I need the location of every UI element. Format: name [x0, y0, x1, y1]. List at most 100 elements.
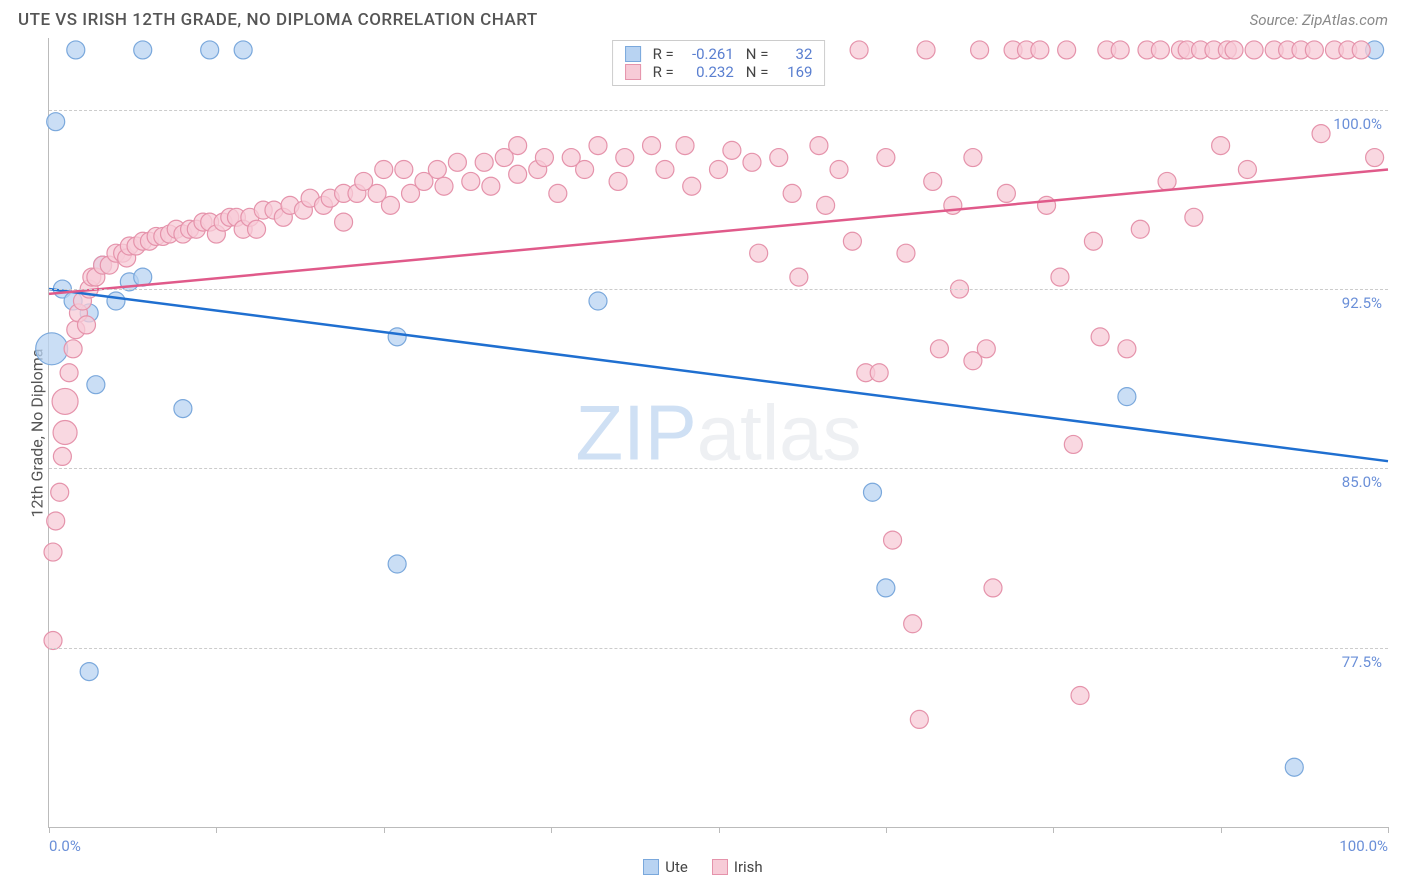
- stat-label-r: R =: [653, 63, 674, 81]
- scatter-point: [77, 316, 95, 334]
- scatter-point: [53, 447, 71, 465]
- bottom-row: Ute Irish: [18, 828, 1388, 878]
- scatter-point: [53, 421, 77, 445]
- header: UTE VS IRISH 12TH GRADE, NO DIPLOMA CORR…: [0, 0, 1406, 38]
- scatter-point: [589, 292, 607, 310]
- scatter-point: [60, 364, 78, 382]
- scatter-point: [448, 153, 466, 171]
- stat-value-r: -0.261: [684, 45, 734, 63]
- scatter-point: [817, 196, 835, 214]
- scatter-point: [930, 340, 948, 358]
- legend-label: Irish: [734, 858, 763, 876]
- y-tick-label: 77.5%: [1342, 653, 1382, 671]
- scatter-point: [971, 41, 989, 59]
- scatter-point: [1111, 41, 1129, 59]
- gridline: [49, 110, 1388, 111]
- legend-swatch: [643, 859, 659, 875]
- correlation-stat-box: R = -0.261 N = 32R =0.232N =169: [612, 40, 826, 86]
- scatter-point: [134, 41, 152, 59]
- scatter-point: [850, 41, 868, 59]
- scatter-point: [509, 165, 527, 183]
- scatter-point: [1031, 41, 1049, 59]
- scatter-point: [1245, 41, 1263, 59]
- scatter-point: [843, 232, 861, 250]
- scatter-point: [381, 196, 399, 214]
- scatter-point: [964, 149, 982, 167]
- scatter-point: [174, 400, 192, 418]
- scatter-point: [549, 184, 567, 202]
- stat-row: R =0.232N =169: [625, 63, 813, 81]
- scatter-point: [910, 710, 928, 728]
- scatter-point: [1071, 687, 1089, 705]
- scatter-point: [1366, 149, 1384, 167]
- scatter-point: [1305, 41, 1323, 59]
- trend-line: [49, 289, 1388, 461]
- stat-label-n: N =: [746, 45, 769, 63]
- scatter-point: [47, 113, 65, 131]
- scatter-point: [877, 149, 895, 167]
- y-tick-label: 92.5%: [1342, 294, 1382, 312]
- scatter-point: [870, 364, 888, 382]
- gridline: [49, 289, 1388, 290]
- scatter-point: [783, 184, 801, 202]
- scatter-point: [1312, 125, 1330, 143]
- scatter-point: [997, 184, 1015, 202]
- scatter-point: [1352, 41, 1370, 59]
- scatter-point: [683, 177, 701, 195]
- legend-label: Ute: [665, 858, 688, 876]
- scatter-point: [676, 137, 694, 155]
- source-label: Source: ZipAtlas.com: [1250, 11, 1388, 29]
- scatter-point: [656, 161, 674, 179]
- scatter-point: [67, 41, 85, 59]
- scatter-point: [201, 41, 219, 59]
- scatter-point: [80, 663, 98, 681]
- scatter-point: [977, 340, 995, 358]
- scatter-point: [904, 615, 922, 633]
- scatter-point: [375, 161, 393, 179]
- scatter-point: [535, 149, 553, 167]
- scatter-point: [643, 137, 661, 155]
- scatter-point: [877, 579, 895, 597]
- scatter-point: [1064, 435, 1082, 453]
- scatter-point: [1118, 388, 1136, 406]
- scatter-point: [1038, 196, 1056, 214]
- scatter-point: [1285, 758, 1303, 776]
- stat-row: R = -0.261 N = 32: [625, 45, 813, 63]
- scatter-point: [810, 137, 828, 155]
- gridline: [49, 648, 1388, 649]
- scatter-point: [1238, 161, 1256, 179]
- scatter-point: [1158, 172, 1176, 190]
- scatter-point: [509, 137, 527, 155]
- gridline: [49, 468, 1388, 469]
- scatter-point: [984, 579, 1002, 597]
- scatter-point: [1051, 268, 1069, 286]
- scatter-point: [609, 172, 627, 190]
- scatter-point: [395, 161, 413, 179]
- scatter-plot: [49, 38, 1388, 827]
- legend: Ute Irish: [18, 858, 1388, 878]
- scatter-point: [107, 292, 125, 310]
- scatter-point: [388, 555, 406, 573]
- legend-swatch: [712, 859, 728, 875]
- legend-swatch: [625, 46, 641, 62]
- scatter-point: [248, 220, 266, 238]
- scatter-point: [482, 177, 500, 195]
- stat-value-n: 169: [778, 63, 812, 81]
- scatter-point: [589, 137, 607, 155]
- stat-label-r: R =: [653, 45, 674, 63]
- scatter-point: [44, 543, 62, 561]
- scatter-point: [1185, 208, 1203, 226]
- scatter-point: [1212, 137, 1230, 155]
- scatter-point: [1058, 41, 1076, 59]
- scatter-point: [750, 244, 768, 262]
- scatter-point: [1131, 220, 1149, 238]
- scatter-point: [710, 161, 728, 179]
- stat-value-n: 32: [778, 45, 812, 63]
- scatter-point: [917, 41, 935, 59]
- scatter-point: [335, 213, 353, 231]
- scatter-point: [234, 41, 252, 59]
- scatter-point: [723, 141, 741, 159]
- scatter-point: [924, 172, 942, 190]
- scatter-point: [743, 153, 761, 171]
- scatter-point: [1091, 328, 1109, 346]
